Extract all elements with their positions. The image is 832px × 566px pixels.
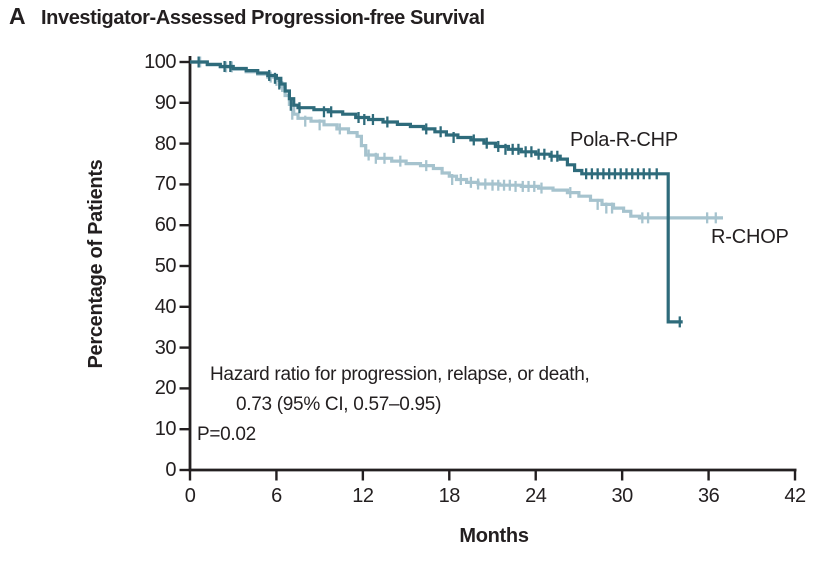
y-tick-label: 70	[154, 173, 177, 196]
x-axis-title: Months	[459, 525, 529, 547]
x-tick-label: 12	[352, 485, 374, 507]
panel-letter: A	[9, 3, 26, 29]
x-tick-label: 0	[184, 485, 196, 507]
y-tick-label: 90	[154, 91, 177, 114]
p-value-annotation: P=0.02	[197, 424, 256, 445]
y-tick-label: 40	[154, 295, 177, 318]
x-tick-label: 6	[271, 485, 282, 507]
series-label-pola-r-chp: Pola-R-CHP	[570, 129, 679, 151]
y-tick-label: 0	[165, 459, 176, 481]
y-axis-title: Percentage of Patients	[85, 159, 107, 369]
y-tick-label: 10	[154, 418, 177, 441]
y-tick-label: 30	[154, 336, 177, 359]
x-tick-label: 18	[438, 485, 461, 507]
x-tick-label: 30	[611, 485, 634, 507]
series-label-r-chop: R-CHOP	[711, 226, 789, 248]
y-tick-label: 80	[154, 132, 177, 155]
y-tick-label: 60	[154, 214, 177, 237]
x-tick-label: 24	[525, 485, 547, 507]
y-tick-label: 50	[154, 255, 177, 277]
figure-title: Investigator-Assessed Progression-free S…	[41, 7, 485, 29]
survival-curve-pola-r-chp	[190, 60, 683, 324]
y-tick-label: 100	[144, 51, 176, 73]
y-tick-label: 20	[154, 377, 177, 400]
hazard-ratio-annotation-line1: Hazard ratio for progression, relapse, o…	[210, 364, 590, 385]
x-tick-label: 42	[784, 485, 806, 507]
hazard-ratio-annotation-line2: 0.73 (95% CI, 0.57–0.95)	[236, 394, 442, 415]
x-tick-label: 36	[697, 485, 720, 507]
